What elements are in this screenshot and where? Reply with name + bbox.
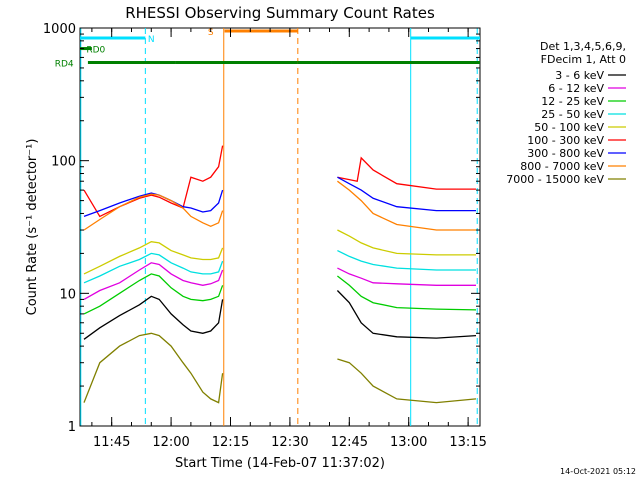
series-7000-15000-kev: [83, 332, 477, 404]
legend: Det 1,3,4,5,6,9,FDecim 1, Att 0 3 - 6 keV…: [506, 40, 626, 186]
attenuator-flag-bars: N S RD0 RD4: [55, 28, 480, 69]
flag-label-rd0: RD0: [86, 46, 105, 56]
series-50-100-kev: [83, 229, 476, 275]
series-12-25-kev: [83, 273, 477, 315]
legend-label-12-25-kev: 12 - 25 keV: [541, 95, 604, 108]
legend-label-3-6-kev: 3 - 6 keV: [555, 69, 604, 82]
legend-label-50-100-kev: 50 - 100 keV: [534, 121, 604, 134]
x-tick-label: 12:45: [331, 435, 368, 450]
y-tick-label: 100: [51, 155, 76, 170]
x-tick-label: 12:00: [152, 435, 189, 450]
flag-label-n: N: [148, 35, 155, 45]
series-25-50-kev: [83, 250, 476, 284]
x-axis-label: Start Time (14-Feb-07 11:37:02): [175, 456, 385, 471]
plot-frame: [79, 27, 481, 427]
x-tick-label: 12:30: [271, 435, 308, 450]
chart-title: RHESSI Observing Summary Count Rates: [125, 4, 435, 22]
series-800-7000-kev: [83, 180, 476, 231]
series-3-6-kev: [83, 290, 477, 340]
y-tick-label: 10: [59, 287, 76, 302]
x-tick-label: 13:15: [449, 435, 486, 450]
render-timestamp: 14-Oct-2021 05:12: [560, 467, 636, 476]
y-axis-label: Count Rate (s⁻¹ detector⁻¹): [25, 139, 40, 316]
legend-label-800-7000-kev: 800 - 7000 keV: [520, 160, 604, 173]
x-tick-label: 12:15: [212, 435, 249, 450]
legend-header: Det 1,3,4,5,6,9,: [540, 40, 626, 53]
legend-label-7000-15000-kev: 7000 - 15000 keV: [506, 173, 604, 186]
series-6-12-kev: [83, 262, 476, 300]
legend-label-6-12-kev: 6 - 12 keV: [548, 82, 604, 95]
legend-header: FDecim 1, Att 0: [541, 53, 626, 66]
y-tick-label: 1000: [43, 22, 76, 37]
legend-label-300-800-kev: 300 - 800 keV: [527, 147, 604, 160]
y-tick-label: 1: [68, 420, 76, 435]
x-axis-ticks: 11:45 12:00 12:15 12:30 12:45 13:00 13:15: [91, 28, 487, 450]
flag-label-rd4: RD4: [55, 59, 74, 69]
legend-label-100-300-kev: 100 - 300 keV: [527, 134, 604, 147]
y-axis-ticks: 1 10 100 1000: [43, 22, 480, 435]
count-rate-series: [83, 145, 477, 404]
x-tick-label: 13:00: [390, 435, 427, 450]
legend-label-25-50-kev: 25 - 50 keV: [541, 108, 604, 121]
x-tick-label: 11:45: [93, 435, 130, 450]
flag-label-s: S: [208, 28, 214, 38]
